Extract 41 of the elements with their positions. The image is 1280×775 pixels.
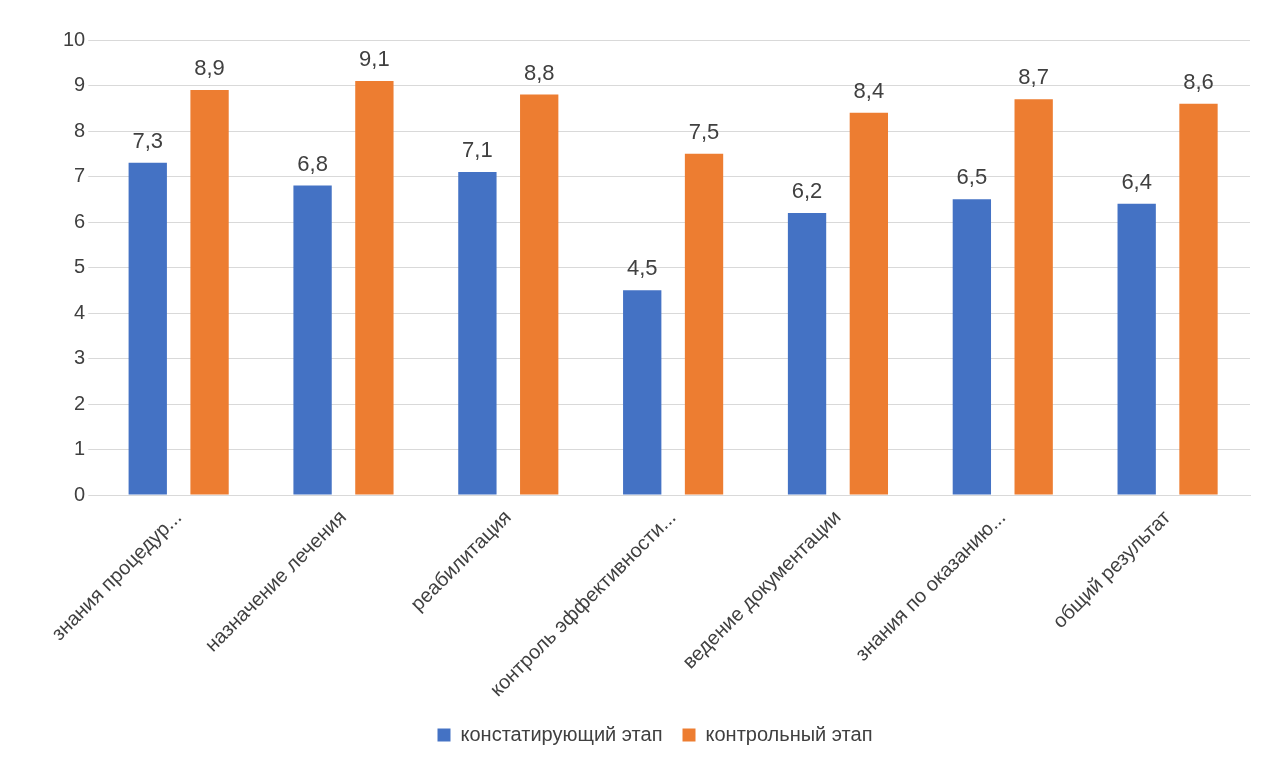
bar bbox=[1179, 103, 1218, 495]
data-label: 7,3 bbox=[132, 127, 164, 153]
bar bbox=[1014, 99, 1053, 495]
bar bbox=[684, 153, 724, 495]
bar bbox=[355, 80, 394, 495]
legend-label: констатирующий этап bbox=[460, 722, 663, 745]
bar bbox=[787, 212, 827, 495]
data-label: 7,1 bbox=[462, 137, 493, 163]
data-label: 6,5 bbox=[956, 164, 988, 190]
data-label: 6,8 bbox=[297, 150, 328, 176]
bar bbox=[190, 90, 229, 495]
data-label: 6,4 bbox=[1121, 168, 1152, 194]
y-tick-label: 9 bbox=[74, 73, 86, 96]
data-label: 8,4 bbox=[853, 77, 885, 103]
bar bbox=[293, 185, 332, 495]
bar bbox=[1117, 203, 1156, 495]
bar bbox=[623, 290, 662, 495]
legend-label: контрольный этап bbox=[705, 722, 873, 745]
y-tick-label: 0 bbox=[74, 482, 86, 505]
y-tick-label: 4 bbox=[74, 300, 86, 323]
y-tick-label: 2 bbox=[74, 391, 86, 414]
bar bbox=[952, 199, 992, 495]
bar bbox=[849, 112, 889, 495]
y-tick-label: 1 bbox=[74, 437, 86, 460]
bar bbox=[458, 171, 497, 495]
data-label: 8,8 bbox=[523, 59, 555, 85]
y-tick-label: 5 bbox=[74, 255, 86, 278]
data-label: 8,7 bbox=[1018, 64, 1049, 90]
data-label: 4,5 bbox=[626, 255, 658, 281]
data-label: 7,5 bbox=[688, 118, 720, 144]
y-tick-label: 6 bbox=[74, 209, 86, 232]
bar bbox=[520, 94, 559, 495]
y-tick-label: 8 bbox=[74, 118, 86, 141]
data-label: 9,1 bbox=[359, 46, 390, 72]
bar bbox=[128, 162, 167, 495]
data-label: 6,2 bbox=[791, 177, 823, 203]
y-tick-label: 3 bbox=[74, 346, 86, 369]
data-label: 8,6 bbox=[1183, 68, 1214, 94]
y-tick-label: 7 bbox=[74, 164, 86, 187]
data-label: 8,9 bbox=[194, 55, 225, 81]
y-tick-label: 10 bbox=[63, 27, 86, 50]
